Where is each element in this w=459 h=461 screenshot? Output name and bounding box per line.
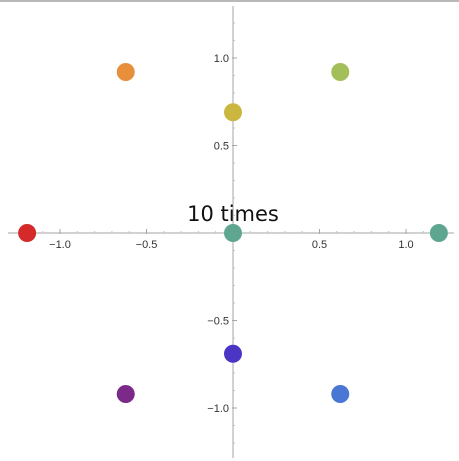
x-tick-label: 0.5 bbox=[312, 239, 327, 251]
data-point bbox=[224, 103, 242, 122]
data-points bbox=[18, 63, 448, 403]
x-tick-label: −1.0 bbox=[49, 239, 71, 251]
y-tick-label: 1.0 bbox=[214, 53, 229, 65]
data-point bbox=[224, 224, 242, 242]
y-tick-label: −1.0 bbox=[207, 403, 229, 415]
y-tick-label: −0.5 bbox=[207, 316, 229, 328]
data-point bbox=[331, 63, 350, 81]
x-tick-label: −0.5 bbox=[136, 239, 158, 251]
data-point bbox=[429, 224, 448, 242]
ticks bbox=[24, 22, 442, 444]
data-point bbox=[116, 385, 135, 403]
tick-labels: −1.0 −0.5 0.5 1.0 1.0 0.5 −0.5 −1.0 bbox=[49, 53, 414, 415]
data-point bbox=[18, 224, 37, 242]
y-tick-label: 0.5 bbox=[214, 141, 229, 153]
x-tick-label: 1.0 bbox=[398, 239, 413, 251]
annotation-label: 10 times bbox=[187, 202, 279, 226]
data-point bbox=[116, 63, 135, 81]
top-border bbox=[0, 0, 459, 2]
data-point bbox=[224, 344, 242, 363]
data-point bbox=[331, 385, 350, 403]
